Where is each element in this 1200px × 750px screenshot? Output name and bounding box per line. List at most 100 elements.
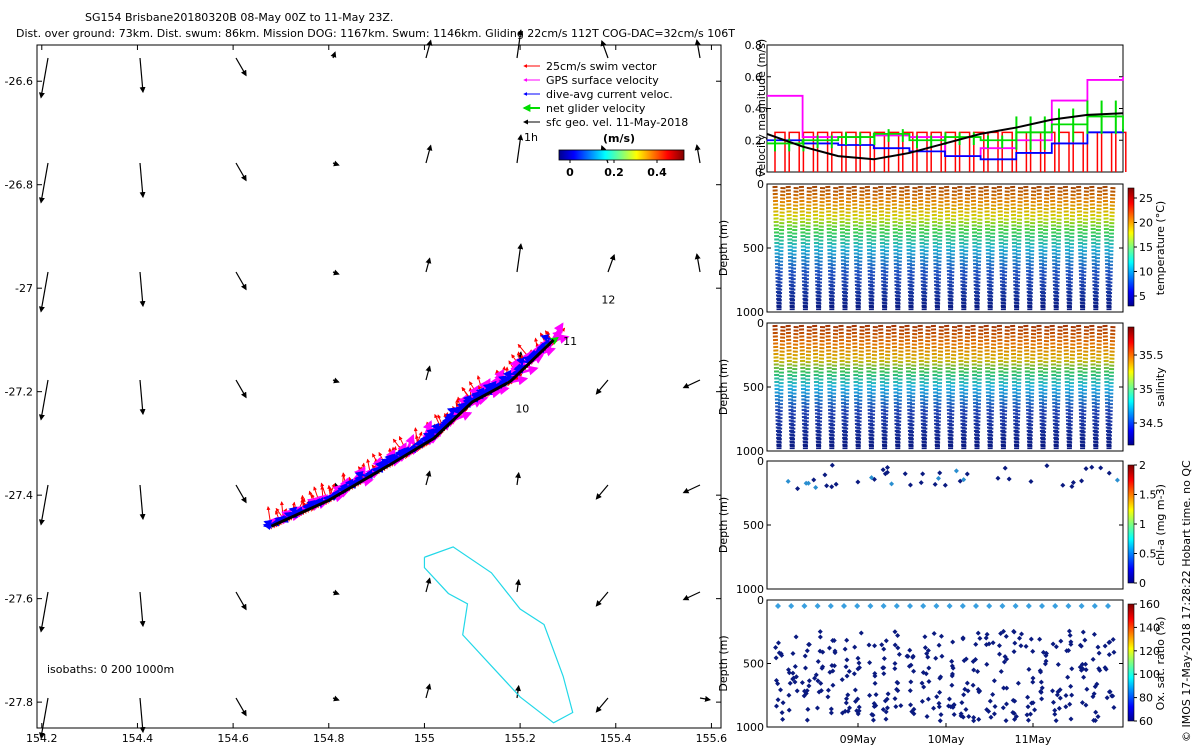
- profile-cast: [851, 185, 865, 311]
- swim-bar: [859, 131, 871, 172]
- oxy-point: [1012, 698, 1018, 704]
- map-xtick-label: 154.8: [313, 732, 345, 745]
- cbar-label: temperature (°C): [1154, 201, 1167, 295]
- oxy-point: [970, 682, 976, 688]
- oxy-point: [1058, 638, 1064, 644]
- oxy-point: [793, 674, 799, 680]
- geo-arrow: [330, 51, 337, 59]
- profile-cast: [970, 185, 984, 311]
- oxy-point: [1093, 709, 1099, 715]
- oxy-point: [872, 673, 878, 679]
- geo-arrow: [332, 269, 340, 276]
- oxy-point: [938, 712, 944, 718]
- oxy-point: [1011, 629, 1017, 635]
- oxy-point: [1066, 647, 1072, 653]
- chl-point: [1089, 464, 1095, 470]
- geo-arrow: [682, 484, 701, 494]
- oxy-point: [844, 657, 850, 663]
- oxy-point: [988, 714, 994, 720]
- oxy-point: [908, 679, 914, 685]
- oxy-surface-point: [999, 603, 1006, 609]
- oxy-point: [852, 644, 858, 650]
- oxy-point: [1091, 631, 1097, 637]
- oxy-point: [975, 669, 981, 675]
- oxy-surface-point: [814, 603, 821, 609]
- profile-cast: [996, 185, 1010, 311]
- profile-cast: [917, 324, 931, 450]
- oxy-point: [879, 642, 885, 648]
- oxy-point: [853, 698, 859, 704]
- swim-bar: [944, 131, 957, 172]
- oxy-point: [799, 680, 805, 686]
- oxy-point: [1104, 695, 1110, 701]
- oxy-point: [892, 696, 898, 702]
- cbar-label: salinity: [1154, 367, 1167, 407]
- oxy-point: [937, 718, 943, 724]
- speed-colorbar: (m/s) 0 0.2 0.4: [558, 132, 685, 179]
- oxy-point: [1040, 649, 1046, 655]
- oxy-point: [971, 714, 977, 720]
- oxy-surface-point: [1052, 603, 1059, 609]
- oxy-point: [872, 643, 878, 649]
- geo-arrow: [38, 697, 49, 739]
- oxy-point: [998, 630, 1004, 636]
- chl-point: [803, 480, 809, 486]
- oxy-point: [933, 655, 939, 661]
- oxy-point: [1079, 700, 1085, 706]
- oxy-point: [973, 641, 979, 647]
- chl-point: [964, 471, 970, 477]
- geo-arrow: [425, 144, 433, 164]
- oxy-point: [921, 684, 927, 690]
- chl-point: [882, 471, 888, 477]
- profile-cast: [970, 324, 984, 450]
- salinity-panel: 0 500 1000 Depth (m) 35.5 35 34.5 salinity: [717, 317, 1167, 458]
- geo-arrow: [235, 697, 247, 717]
- oxy-point: [1066, 628, 1072, 634]
- profile-cast: [891, 185, 905, 311]
- oxy-point: [871, 703, 877, 709]
- oxy-point: [926, 665, 932, 671]
- oxy-point: [882, 698, 888, 704]
- oxy-point: [975, 630, 981, 636]
- geo-arrow: [682, 591, 701, 601]
- oxy-point: [843, 700, 849, 706]
- depth-tick-label: 0: [757, 594, 764, 607]
- oxy-point: [814, 705, 820, 711]
- depth-tick-label: 500: [743, 519, 764, 532]
- oxy-point: [867, 660, 873, 666]
- depth-tick-label: 500: [743, 242, 764, 255]
- profile-colorbar: [1127, 603, 1135, 722]
- oxy-point: [950, 665, 956, 671]
- oxy-point: [976, 716, 982, 722]
- oxy-point: [963, 706, 969, 712]
- oxy-point: [790, 676, 796, 682]
- oxy-point: [1091, 691, 1097, 697]
- profile-cast: [1023, 324, 1037, 450]
- swim-bar: [973, 131, 985, 172]
- cbar-label: chl-a (mg m-3): [1154, 484, 1167, 566]
- oxy-surface-point: [1078, 603, 1085, 609]
- oxy-point: [825, 687, 831, 693]
- oxy-point: [1095, 644, 1101, 650]
- oxy-point: [1078, 643, 1084, 649]
- depth-tick-label: 1000: [736, 583, 764, 596]
- vel-ytick-label: 0: [755, 166, 762, 179]
- vel-ytick-label: 0.6: [745, 71, 763, 84]
- geo-arrow: [332, 589, 340, 596]
- colorbar-tick-label: 0.4: [647, 166, 667, 179]
- oxy-point: [911, 668, 917, 674]
- oxy-point: [805, 706, 811, 712]
- profile-frame: [766, 460, 1124, 590]
- oxy-point: [910, 654, 916, 660]
- chl-point: [1060, 482, 1066, 488]
- oxy-surface-point: [973, 603, 979, 609]
- oxy-point: [1057, 695, 1063, 701]
- geo-arrow: [139, 484, 146, 521]
- geo-arrow: [235, 271, 247, 291]
- map-ytick-label: -27.2: [5, 386, 33, 399]
- oxy-point: [991, 678, 997, 684]
- temperature-panel: 0 500 1000 Depth (m) 25 20 15 10 5 temperature (°…: [717, 178, 1167, 319]
- oxy-point: [931, 705, 937, 711]
- oxy-point: [937, 675, 943, 681]
- chl-point: [995, 475, 1001, 481]
